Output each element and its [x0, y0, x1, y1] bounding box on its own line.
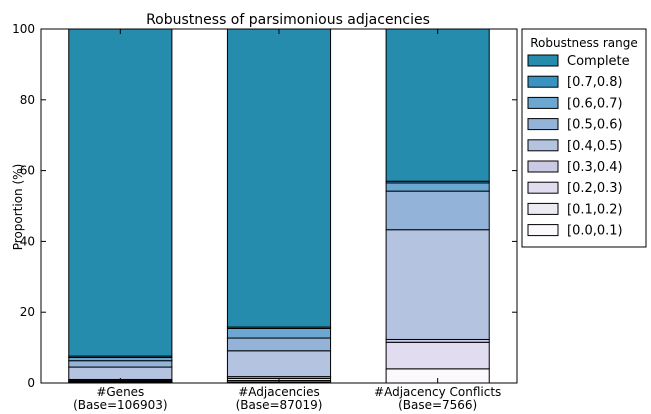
x-tick-label: #Adjacency Conflicts [374, 385, 501, 399]
legend-swatch [527, 118, 559, 131]
bar-segment [385, 182, 490, 192]
legend-label: [0.3,0.4) [567, 160, 623, 175]
legend-label: [0.2,0.3) [567, 181, 623, 196]
y-tick-label: 100 [12, 22, 35, 36]
y-axis: 0 20 40 60 80 100 [12, 22, 517, 390]
x-tick-label: #Adjacencies [238, 385, 320, 399]
bar-segment [385, 28, 490, 182]
y-tick-label: 40 [20, 234, 35, 248]
legend-label: [0.6,0.7) [567, 96, 623, 111]
x-tick-label: (Base=106903) [73, 398, 167, 412]
bar-segment [68, 360, 173, 368]
bars-group [68, 28, 490, 384]
legend-swatch [527, 96, 559, 109]
bar-segment [68, 366, 173, 380]
legend-swatch [527, 75, 559, 88]
chart-title: Robustness of parsimonious adjacencies [146, 12, 430, 28]
bar-segment [385, 341, 490, 370]
x-tick-label: #Genes [96, 385, 144, 399]
y-tick-label: 20 [20, 305, 35, 319]
legend-title: Robustness range [530, 36, 638, 50]
legend-swatch [527, 139, 559, 152]
bar-segment [385, 229, 490, 340]
bar-segment [226, 337, 332, 352]
legend-swatch [527, 181, 559, 194]
legend-label: [0.1,0.2) [567, 202, 623, 217]
legend-label: [0.0,0.1) [567, 224, 623, 239]
y-tick-label: 0 [27, 376, 35, 390]
y-axis-label: Proportion (%) [11, 164, 25, 251]
legend-label: [0.4,0.5) [567, 139, 623, 154]
legend-label: [0.5,0.6) [567, 118, 623, 133]
y-tick-label: 80 [20, 93, 35, 107]
x-tick-label: (Base=7566) [398, 398, 477, 412]
legend-swatch [527, 224, 559, 237]
legend-label: Complete [567, 54, 630, 69]
legend-label: [0.7,0.8) [567, 75, 623, 90]
bar-segment [226, 327, 332, 339]
y-tick-label: 60 [20, 164, 35, 178]
x-axis: #Genes(Base=106903) #Adjacencies(Base=870… [73, 29, 501, 412]
bar-segment [226, 28, 332, 328]
legend-swatch [527, 54, 559, 67]
bar-segment [226, 350, 332, 378]
legend-swatch [527, 160, 559, 173]
bar-segment [68, 28, 173, 357]
legend: Robustness range Complete [0.7,0.8) [0.6,0… [521, 28, 647, 248]
legend-swatch [527, 202, 559, 215]
x-tick-label: (Base=87019) [236, 398, 323, 412]
bar-segment [385, 190, 490, 231]
